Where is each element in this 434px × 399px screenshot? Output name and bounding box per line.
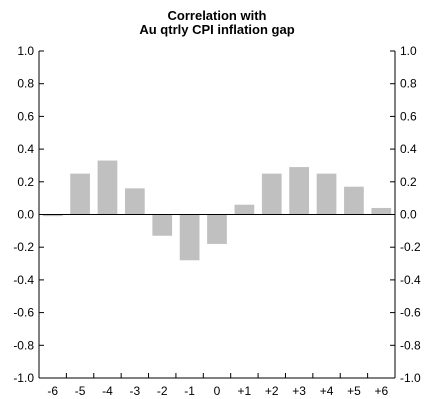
x-tick-label: +5	[347, 384, 361, 398]
y-tick-label-left: 0.6	[17, 109, 34, 123]
y-tick-labels-left: 1.0 0.8 0.6 0.4 0.2 0.0 -0.2 -0.4 -0.6 -0.8 -1.0	[13, 44, 34, 385]
bar--4	[97, 160, 118, 215]
bar-+2	[261, 173, 282, 215]
x-tick-label: -4	[102, 384, 113, 398]
x-tick-label: 0	[214, 384, 221, 398]
y-tick-label-left: 0.4	[17, 142, 34, 156]
y-tick-label-left: -0.4	[13, 273, 34, 287]
y-tick-label-left: 1.0	[17, 44, 34, 58]
bar-+4	[316, 173, 337, 215]
y-tick-label-right: -1.0	[400, 371, 421, 385]
y-tick-label-right: 0.0	[400, 208, 417, 222]
bar--3	[124, 188, 145, 215]
bar-+6	[371, 207, 392, 215]
bar-+5	[344, 186, 364, 215]
y-tick-label-right: -0.4	[400, 273, 421, 287]
y-tick-labels-right: 1.0 0.8 0.6 0.4 0.2 0.0 -0.2 -0.4 -0.6 -0.8 -1.0	[400, 44, 421, 385]
y-tick-label-right: 0.2	[400, 175, 417, 189]
y-tick-label-right: 0.4	[400, 142, 417, 156]
axes-group	[38, 50, 396, 379]
x-tick-label: +2	[265, 384, 279, 398]
y-tick-label-left: 0.8	[17, 77, 34, 91]
x-tick-label: -5	[75, 384, 86, 398]
y-tick-label-left: 0.0	[17, 208, 34, 222]
bar-+1	[234, 204, 255, 215]
y-tick-label-right: -0.6	[400, 306, 421, 320]
y-tick-label-right: 1.0	[400, 44, 417, 58]
x-tick-labels: -6 -5 -4 -3 -2 -1 0 +1 +2 +3 +4 +5 +6	[47, 384, 388, 398]
x-tick-label: -1	[184, 384, 195, 398]
bars-group	[42, 160, 392, 261]
y-tick-label-left: -0.6	[13, 306, 34, 320]
x-tick-label: +3	[292, 384, 306, 398]
x-tick-label: +6	[374, 384, 388, 398]
y-tick-label-left: -0.8	[13, 338, 34, 352]
y-tick-label-right: 0.8	[400, 77, 417, 91]
x-tick-label: -2	[157, 384, 168, 398]
bar-0	[207, 214, 227, 244]
chart-title-line-1: Correlation with	[167, 8, 267, 23]
x-tick-label: +1	[238, 384, 252, 398]
chart-title-line-2: Au qtrly CPI inflation gap	[139, 22, 295, 37]
bar--5	[70, 173, 90, 215]
y-tick-label-left: 0.2	[17, 175, 34, 189]
y-tick-label-right: 0.6	[400, 109, 417, 123]
x-tick-label: -6	[47, 384, 58, 398]
bar--6	[42, 214, 63, 217]
y-tick-label-left: -0.2	[13, 240, 34, 254]
x-tick-label: +4	[320, 384, 334, 398]
bar-+3	[289, 167, 310, 215]
y-tick-label-right: -0.8	[400, 338, 421, 352]
y-tick-label-right: -0.2	[400, 240, 421, 254]
bar--1	[179, 214, 200, 261]
x-tick-label: -3	[130, 384, 141, 398]
bar--2	[152, 214, 173, 236]
y-tick-label-left: -1.0	[13, 371, 34, 385]
